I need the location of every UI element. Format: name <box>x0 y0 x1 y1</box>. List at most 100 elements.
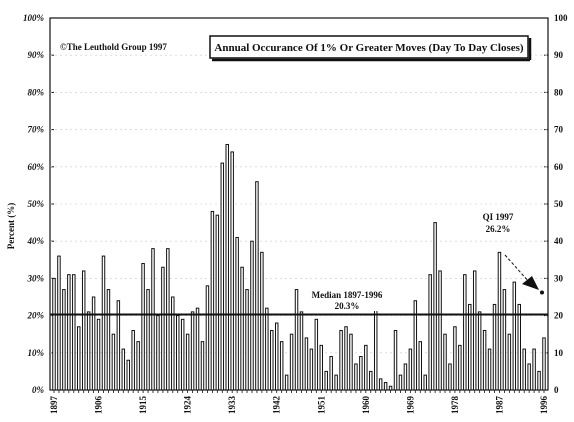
bar <box>67 274 71 391</box>
x-tick-label: 1897 <box>49 396 59 415</box>
bar <box>121 348 126 391</box>
bar <box>101 255 106 391</box>
bar <box>62 289 66 391</box>
median-label: Median 1897-1996 <box>312 290 383 300</box>
bar <box>512 281 517 391</box>
x-axis: 1897 1906 1915 1924 1933 1942 1951 1960 1969 1978… <box>49 390 549 414</box>
bar <box>344 326 348 391</box>
bar <box>146 289 150 391</box>
title-box: Annual Occurance Of 1% Or Greater Moves … <box>209 35 532 62</box>
bar <box>190 311 195 391</box>
bar <box>57 255 61 391</box>
y-tick-label-right: 70 <box>554 125 564 135</box>
chart-title: Annual Occurance Of 1% Or Greater Moves … <box>214 42 524 54</box>
bar <box>230 151 234 391</box>
bar <box>309 348 314 391</box>
bar <box>324 370 328 391</box>
bar <box>472 270 477 391</box>
x-tick-label: 1951 <box>316 396 326 415</box>
copyright-text: ©The Leuthold Group 1997 <box>60 42 167 52</box>
median-annotation: Median 1897-1996 20.3% <box>304 289 390 311</box>
bar <box>349 333 353 391</box>
bar <box>393 329 398 391</box>
q1-arrow-line <box>504 254 531 284</box>
bar <box>270 329 274 391</box>
bar <box>532 348 536 391</box>
bar <box>507 333 512 391</box>
y-tick-label-left: 40% <box>27 236 45 246</box>
bar <box>274 322 279 391</box>
bar <box>314 318 319 391</box>
x-tick-label: 1933 <box>227 396 237 415</box>
bar <box>245 289 249 391</box>
bar <box>131 329 135 391</box>
y-tick-label-right: 40 <box>554 236 564 246</box>
bar <box>161 266 165 391</box>
bar <box>156 315 160 391</box>
bar <box>487 348 492 391</box>
bar <box>537 370 541 391</box>
bar <box>126 359 130 391</box>
y-tick-label-left: 50% <box>28 199 45 209</box>
y-tick-label-left: 20% <box>27 311 45 321</box>
bar <box>171 296 175 391</box>
y-tick-label-left: 60% <box>28 162 45 172</box>
bar <box>383 382 388 391</box>
y-tick-label-right: 10 <box>554 348 564 358</box>
bar <box>141 263 145 391</box>
bar <box>334 374 338 391</box>
y-tick-label-left: 30% <box>27 273 45 283</box>
bar <box>458 344 462 391</box>
bar <box>250 240 254 391</box>
y-axis-label: Percent (%) <box>6 203 16 250</box>
bar <box>369 370 373 391</box>
y-tick-label-right: 0 <box>554 385 559 395</box>
x-tick-label: 1969 <box>405 396 415 415</box>
bar <box>225 143 229 391</box>
y-tick-label-right: 20 <box>554 311 564 321</box>
bar <box>200 341 205 391</box>
x-tick-label: 1960 <box>361 396 371 415</box>
x-tick-label: 1915 <box>138 396 148 415</box>
bar <box>482 329 487 391</box>
bar <box>517 303 521 391</box>
bar <box>86 311 91 391</box>
bar <box>52 277 56 391</box>
q1-point <box>540 290 544 295</box>
q1-value: 26.2% <box>486 224 511 234</box>
x-tick-label: 1906 <box>94 396 104 415</box>
bar <box>180 318 185 391</box>
y-tick-label-left: 0% <box>32 385 45 395</box>
y-tick-label-right: 80 <box>554 87 564 97</box>
x-tick-label: 1987 <box>494 396 504 415</box>
bar <box>463 274 467 391</box>
bar <box>423 374 427 391</box>
bar <box>388 385 393 391</box>
bar <box>403 363 408 391</box>
median-value: 20.3% <box>335 301 360 311</box>
x-tick-label: 1978 <box>450 396 460 415</box>
y-tick-label-right: 60 <box>554 162 564 172</box>
bar <box>359 356 363 391</box>
bar <box>279 341 284 391</box>
bar <box>522 348 526 391</box>
q1-arrow-head <box>522 276 539 290</box>
q1-annotation: QI 1997 26.2% <box>483 212 544 295</box>
bar <box>339 329 343 391</box>
bar <box>492 303 497 391</box>
bar <box>542 337 546 391</box>
bar <box>527 363 531 391</box>
bar <box>284 374 289 391</box>
bar <box>299 311 304 391</box>
bar <box>364 344 368 391</box>
bar <box>106 289 111 391</box>
bar <box>438 270 442 391</box>
bar <box>319 344 324 391</box>
bar <box>77 326 81 391</box>
bar <box>453 326 457 391</box>
bar <box>408 348 413 391</box>
y-tick-label-right: 30 <box>554 273 564 283</box>
y-tick-label-right: 90 <box>554 50 564 60</box>
bar <box>205 285 210 391</box>
